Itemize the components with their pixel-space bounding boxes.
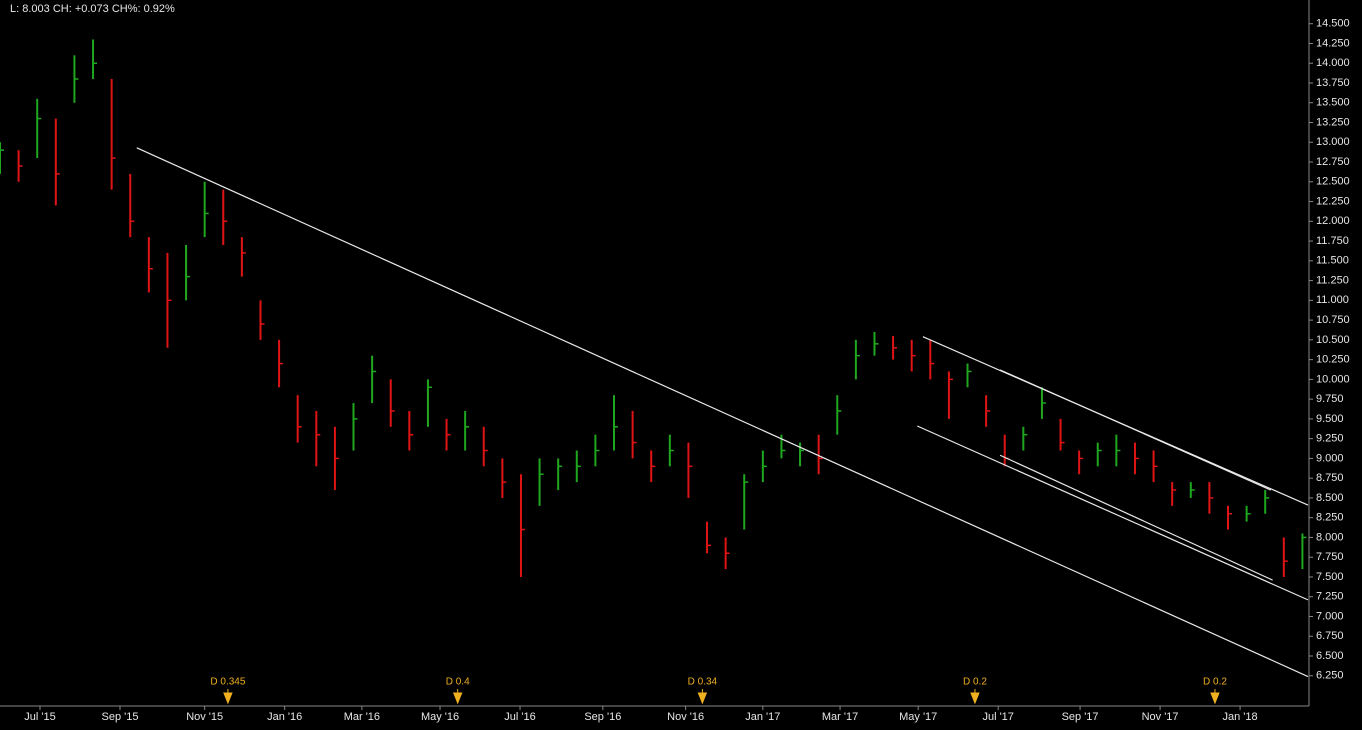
y-tick-label: 14.250 bbox=[1316, 37, 1350, 49]
y-tick-label: 12.250 bbox=[1316, 195, 1350, 207]
y-tick-label: 9.250 bbox=[1316, 433, 1344, 445]
x-tick-label: Nov '16 bbox=[667, 711, 704, 723]
x-tick-label: Nov '15 bbox=[186, 711, 223, 723]
y-tick-label: 10.250 bbox=[1316, 354, 1350, 366]
event-label: D 0.345 bbox=[210, 677, 245, 688]
event-marker bbox=[1210, 689, 1220, 705]
x-tick-label: Jul '16 bbox=[504, 711, 535, 723]
y-tick-label: 6.750 bbox=[1316, 630, 1344, 642]
y-tick-label: 9.500 bbox=[1316, 413, 1344, 425]
y-tick-label: 7.750 bbox=[1316, 551, 1344, 563]
y-tick-label: 12.500 bbox=[1316, 176, 1350, 188]
y-tick-label: 10.000 bbox=[1316, 373, 1350, 385]
trendline bbox=[999, 454, 1273, 581]
y-tick-label: 13.250 bbox=[1316, 116, 1350, 128]
x-tick-label: Sep '16 bbox=[584, 711, 621, 723]
y-tick-label: 8.250 bbox=[1316, 512, 1344, 524]
y-tick-label: 11.250 bbox=[1316, 274, 1349, 286]
y-tick-label: 11.000 bbox=[1316, 294, 1349, 306]
y-tick-label: 12.750 bbox=[1316, 156, 1350, 168]
x-tick-label: May '16 bbox=[421, 711, 459, 723]
y-tick-label: 13.500 bbox=[1316, 97, 1350, 109]
event-label: D 0.4 bbox=[446, 677, 470, 688]
y-tick-label: 10.750 bbox=[1316, 314, 1350, 326]
event-label: D 0.2 bbox=[1203, 677, 1227, 688]
x-tick-label: Mar '16 bbox=[344, 711, 380, 723]
event-label: D 0.34 bbox=[688, 677, 718, 688]
y-tick-label: 13.000 bbox=[1316, 136, 1350, 148]
x-tick-label: Jan '17 bbox=[745, 711, 780, 723]
y-tick-label: 14.500 bbox=[1316, 18, 1350, 30]
y-tick-label: 8.000 bbox=[1316, 531, 1344, 543]
header-info: L: 8.003 CH: +0.073 CH%: 0.92% bbox=[10, 3, 175, 15]
x-tick-label: Nov '17 bbox=[1142, 711, 1179, 723]
y-tick-label: 8.500 bbox=[1316, 492, 1344, 504]
event-marker bbox=[452, 689, 463, 705]
y-tick-label: 9.750 bbox=[1316, 393, 1344, 405]
x-tick-label: Jan '18 bbox=[1223, 711, 1258, 723]
y-tick-label: 11.500 bbox=[1316, 255, 1349, 267]
y-tick-label: 7.250 bbox=[1316, 591, 1344, 603]
y-tick-label: 10.500 bbox=[1316, 334, 1350, 346]
y-tick-label: 14.000 bbox=[1316, 57, 1350, 69]
x-tick-label: Jul '15 bbox=[24, 711, 55, 723]
x-tick-label: Jan '16 bbox=[267, 711, 302, 723]
x-tick-label: Sep '15 bbox=[102, 711, 139, 723]
y-tick-label: 6.250 bbox=[1316, 670, 1344, 682]
x-tick-label: Jul '17 bbox=[982, 711, 1013, 723]
x-tick-label: May '17 bbox=[899, 711, 937, 723]
y-tick-label: 7.000 bbox=[1316, 610, 1344, 622]
event-marker bbox=[223, 689, 233, 705]
trendline bbox=[999, 369, 1272, 491]
x-tick-label: Sep '17 bbox=[1062, 711, 1099, 723]
y-tick-label: 13.750 bbox=[1316, 77, 1350, 89]
y-tick-label: 11.750 bbox=[1316, 235, 1349, 247]
event-marker bbox=[697, 689, 708, 705]
y-tick-label: 7.500 bbox=[1316, 571, 1344, 583]
y-tick-label: 9.000 bbox=[1316, 452, 1344, 464]
y-tick-label: 12.000 bbox=[1316, 215, 1350, 227]
y-tick-label: 8.750 bbox=[1316, 472, 1344, 484]
x-tick-label: Mar '17 bbox=[822, 711, 858, 723]
event-label: D 0.2 bbox=[963, 677, 987, 688]
trendline bbox=[917, 425, 1309, 601]
y-tick-label: 6.500 bbox=[1316, 650, 1344, 662]
event-marker bbox=[970, 689, 980, 705]
trendline bbox=[136, 147, 1309, 678]
